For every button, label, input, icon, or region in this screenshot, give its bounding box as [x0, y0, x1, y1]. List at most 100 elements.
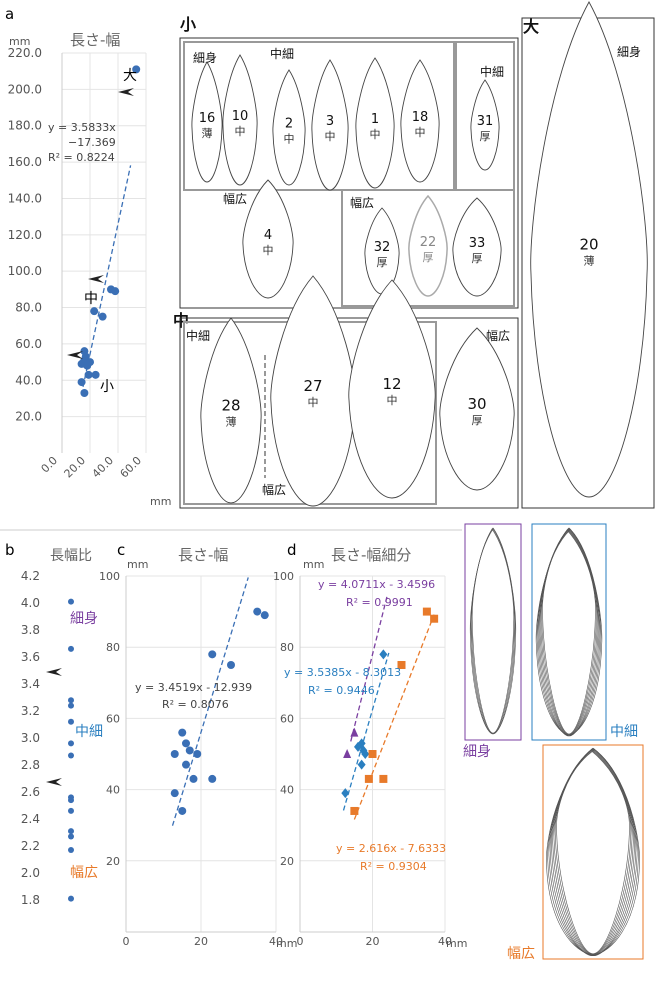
a-y-ticks: 20.0 40.0 60.0 80.0 100.0 120.0 140.0 160.0 180.… [8, 46, 42, 424]
point-number-2: 2 [285, 117, 293, 132]
point-number-30: 30 [467, 395, 486, 413]
d-point-square [430, 614, 439, 623]
a-eq-line2: −17.369 [68, 136, 116, 149]
d-point-square [422, 607, 431, 616]
panel-letter-b: b [5, 541, 15, 559]
a-x-tick-label: 60.0 [118, 454, 145, 481]
b-point [68, 645, 74, 652]
point-outline-2 [272, 69, 306, 186]
point-outline-20 [530, 1, 648, 498]
b-point [68, 833, 74, 840]
c-point [227, 661, 235, 669]
point-thickness-2: 中 [284, 133, 295, 146]
point-outline-16 [191, 61, 223, 183]
overlay-outline [542, 529, 596, 735]
d-y-tick-label: 80 [280, 641, 294, 654]
b-y-tick-label: 1.8 [21, 893, 40, 907]
point-thickness-30: 厚 [472, 414, 483, 427]
a-title: 長さ-幅 [70, 31, 120, 49]
a-point [111, 287, 120, 296]
d-x-tick-label: 40 [438, 935, 452, 948]
c-y-tick-label: 60 [106, 712, 120, 725]
label-medium-slim-3: 中細 [186, 328, 210, 343]
point-thickness-4: 中 [263, 244, 274, 257]
label-wide: 幅広 [223, 191, 247, 206]
a-point [132, 65, 141, 74]
b-point [68, 807, 74, 814]
b-y-tick-label: 4.0 [21, 596, 40, 610]
a-x-unit: mm [150, 495, 171, 508]
point-thickness-22: 厚 [423, 251, 434, 264]
point-number-31: 31 [477, 114, 494, 129]
d-trend-line-2 [353, 614, 435, 820]
b-point [68, 895, 74, 902]
b-point [68, 752, 74, 759]
point-number-22: 22 [420, 235, 437, 250]
label-medium-slim: 中細 [270, 46, 294, 61]
group-large-label: 大 [523, 17, 539, 36]
b-y-tick-label: 2.4 [21, 812, 40, 826]
a-x-tick-label: 40.0 [90, 454, 117, 481]
a-trend-line [82, 165, 132, 387]
overlay-outline [470, 527, 516, 735]
a-x-ticks: 0.0 20.0 40.0 60.0 [39, 454, 145, 481]
a-point [77, 378, 86, 387]
overlay-outline [548, 748, 638, 956]
a-point [98, 312, 107, 321]
b-y-tick-label: 2.8 [21, 758, 40, 772]
d-point-triangle [350, 727, 359, 737]
c-point [170, 789, 179, 798]
d-x-tick-label: 0 [297, 935, 304, 948]
b-point [68, 718, 74, 725]
point-thickness-18: 中 [415, 126, 426, 139]
c-point [182, 739, 190, 748]
d-y-unit: mm [303, 558, 324, 571]
label-wide-2: 幅広 [350, 195, 374, 210]
d-series [341, 596, 439, 820]
a-point [84, 370, 93, 379]
point-thickness-32: 厚 [377, 256, 388, 269]
point-number-10: 10 [232, 109, 249, 124]
a-y-tick-label: 140.0 [8, 191, 42, 205]
point-number-12: 12 [382, 375, 401, 393]
a-y-tick-label: 60.0 [15, 337, 42, 351]
d-point-diamond [379, 649, 388, 660]
label-wide-3: 幅広 [486, 328, 510, 343]
point-outline-28 [200, 317, 262, 504]
point-thickness-1: 中 [370, 128, 381, 141]
a-y-unit: mm [9, 35, 30, 48]
b-label-wide: 幅広 [70, 865, 98, 881]
outline-overlays [464, 523, 644, 960]
c-y-tick-label: 80 [106, 641, 120, 654]
point-number-20: 20 [579, 236, 598, 254]
point-outline-30 [439, 327, 515, 491]
c-point [178, 728, 187, 737]
c-y-unit: mm [127, 558, 148, 571]
point-outline-31 [470, 79, 500, 171]
panel-letter-c: c [117, 541, 125, 559]
d-y-tick-label: 60 [280, 712, 294, 725]
c-x-tick-label: 40 [269, 935, 283, 948]
point-thickness-31: 厚 [480, 130, 491, 143]
point-number-1: 1 [371, 112, 379, 127]
a-point [91, 370, 100, 379]
c-points [170, 607, 269, 815]
overlay-outline [547, 748, 639, 956]
c-eq-line2: R² = 0.8076 [162, 698, 229, 711]
point-outline-4 [242, 179, 294, 299]
a-y-tick-label: 220.0 [8, 46, 42, 60]
d-point-diamond [341, 788, 350, 799]
overlay-outline [546, 749, 640, 955]
c-trend-line [171, 577, 249, 826]
c-x-tick-label: 0 [123, 935, 130, 948]
b-y-tick-label: 3.2 [21, 704, 40, 718]
d-eq-blue-1: y = 3.5385x - 8.3013 [284, 666, 401, 679]
point-thickness-27: 中 [308, 396, 319, 409]
label-slim-2: 細身 [617, 44, 641, 59]
point-outline-22 [408, 194, 448, 297]
d-x-ticks: 0 20 40 [297, 935, 453, 948]
point-thickness-10: 中 [235, 125, 246, 138]
a-gridlines [61, 52, 147, 453]
point-number-4: 4 [264, 228, 272, 243]
